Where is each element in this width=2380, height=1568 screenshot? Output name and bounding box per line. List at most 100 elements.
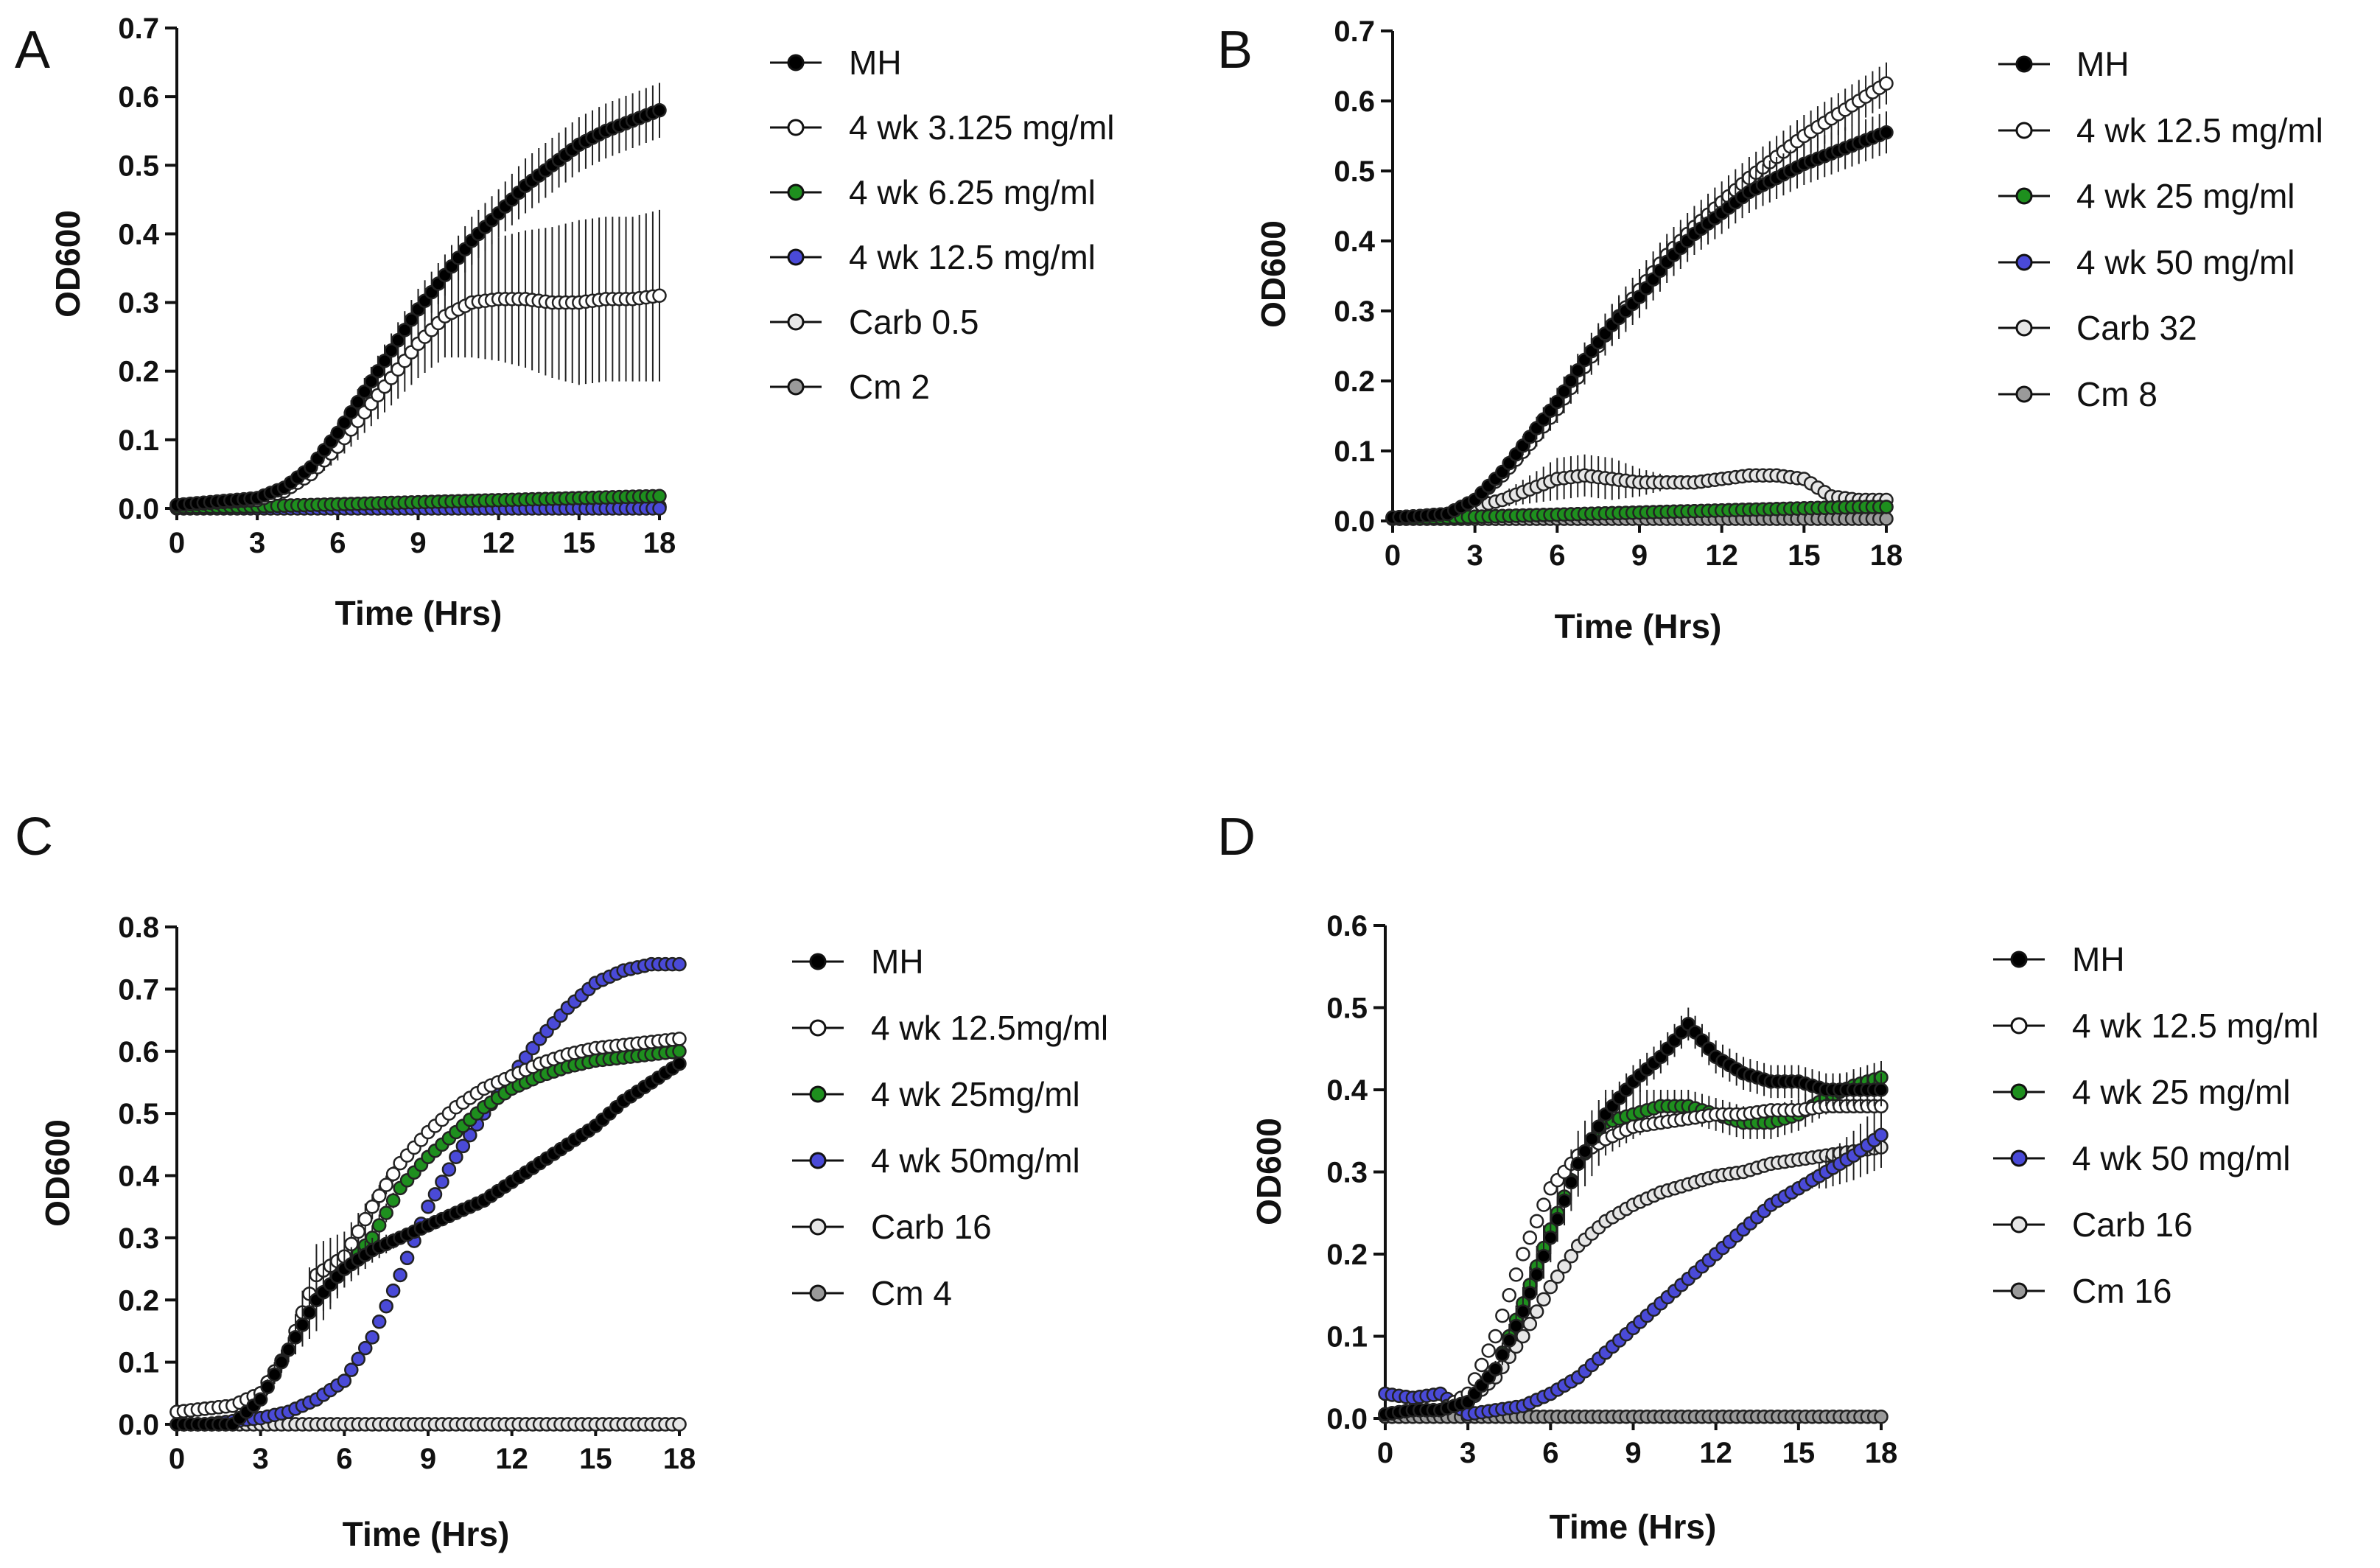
legend-marker (809, 1085, 827, 1103)
y-axis-title-a: OD600 (49, 210, 87, 318)
data-point (385, 1283, 401, 1298)
data-point (1564, 1249, 1579, 1264)
series-2 (1385, 500, 1894, 526)
data-point (1495, 1308, 1510, 1323)
plot-area (169, 83, 667, 516)
y-tick-label: 0.7 (1334, 15, 1375, 48)
plot-area (1378, 1007, 1889, 1424)
legend-item: MH (792, 942, 924, 981)
legend-label: Cm 4 (871, 1274, 952, 1312)
legend-item: Cm 16 (1993, 1272, 2171, 1310)
data-point (672, 956, 687, 972)
data-point (1874, 1410, 1889, 1424)
data-point (358, 1211, 373, 1227)
legend-label: MH (849, 43, 902, 82)
data-point (1474, 1357, 1489, 1373)
y-tick-label: 0.4 (118, 1161, 159, 1193)
data-point (371, 1218, 387, 1233)
legend-item: Cm 8 (1998, 375, 2157, 413)
legend-marker (2010, 1149, 2028, 1167)
y-tick-label: 0.3 (118, 1222, 159, 1255)
x-tick-label: 18 (1870, 539, 1903, 572)
legend-label: 4 wk 50 mg/ml (2076, 243, 2295, 281)
series-1 (1378, 1099, 1889, 1422)
y-tick-label: 0.0 (1326, 1403, 1368, 1435)
legend-marker (809, 1019, 827, 1037)
legend-label: Carb 16 (2072, 1205, 2193, 1244)
x-tick-label: 0 (1377, 1437, 1393, 1469)
data-point (1488, 1362, 1503, 1376)
legend-item: 4 wk 25 mg/ml (1998, 177, 2295, 215)
data-point (1488, 1329, 1503, 1344)
y-tick-label: 0.3 (1326, 1157, 1368, 1189)
y-tick-label: 0.5 (118, 150, 159, 182)
data-point (1874, 1127, 1889, 1143)
y-tick-label: 0.2 (1326, 1239, 1368, 1271)
legend-item: 4 wk 3.125 mg/ml (770, 108, 1114, 147)
y-tick-label: 0.4 (1334, 225, 1375, 258)
data-point (1522, 1230, 1538, 1245)
x-tick-label: 6 (336, 1443, 352, 1475)
panel-letter-c: C (15, 808, 53, 867)
legend-label: 4 wk 25mg/ml (871, 1075, 1080, 1113)
data-point (1529, 1267, 1544, 1282)
legend-item: Cm 2 (770, 368, 930, 406)
y-tick-label: 0.7 (118, 13, 159, 45)
data-point (652, 501, 667, 516)
x-tick-label: 12 (482, 527, 515, 559)
data-point (421, 1199, 435, 1214)
data-point (1578, 1144, 1592, 1159)
legend-label: 4 wk 12.5 mg/ml (2076, 111, 2323, 150)
data-point (1536, 1292, 1551, 1307)
data-point (427, 1187, 443, 1202)
data-point (1879, 76, 1894, 91)
series-0 (169, 1056, 687, 1432)
plot-area (1385, 62, 1894, 526)
data-point (435, 1175, 449, 1189)
axes: 0.0 0.1 0.2 0.3 0.4 0.5 0.6 0.7 0.8 0 3 6 9 12 15 18 (118, 911, 696, 1475)
x-tick-label: 3 (253, 1443, 269, 1475)
legend-marker (2010, 1282, 2028, 1300)
legend-label: 4 wk 12.5mg/ml (871, 1009, 1108, 1047)
y-axis-title-d: OD600 (1250, 1118, 1288, 1225)
series-3 (1378, 1102, 1889, 1422)
x-tick-label: 15 (563, 527, 596, 559)
data-point (1481, 1343, 1496, 1358)
data-point (1516, 1247, 1530, 1261)
data-point (1564, 1175, 1579, 1190)
x-tick-label: 0 (169, 527, 185, 559)
x-tick-label: 9 (410, 527, 426, 559)
data-point (1522, 1317, 1538, 1331)
data-point (260, 1379, 275, 1395)
x-axis-title-b: Time (Hrs) (1555, 607, 1722, 645)
data-point (1522, 1286, 1538, 1301)
legend-item: 4 wk 50mg/ml (792, 1141, 1080, 1180)
y-tick-label: 0.1 (118, 424, 159, 457)
data-point (1557, 1259, 1572, 1274)
data-point (455, 1138, 471, 1154)
legend-label: 4 wk 25 mg/ml (2072, 1073, 2291, 1111)
data-point (351, 1224, 366, 1239)
panel-b: B OD600 Time (Hrs) MH 4 wk 12.5 mg/ml 4 … (1217, 15, 2323, 645)
plot-area (169, 956, 687, 1432)
x-tick-label: 18 (1865, 1437, 1898, 1469)
legend-marker (2015, 385, 2033, 403)
panel-letter-d: D (1217, 808, 1256, 867)
y-tick-label: 0.1 (1334, 435, 1375, 468)
data-point (1543, 1230, 1558, 1245)
y-tick-label: 0.5 (118, 1098, 159, 1130)
data-point (1550, 1269, 1565, 1284)
data-point (295, 1317, 310, 1332)
y-tick-label: 0.6 (118, 1036, 159, 1068)
data-point (281, 1343, 296, 1357)
data-point (358, 1340, 373, 1356)
y-tick-label: 0.1 (118, 1347, 159, 1379)
data-point (525, 1040, 540, 1056)
x-tick-label: 0 (169, 1443, 185, 1475)
series-0 (1385, 111, 1894, 525)
y-tick-label: 0.6 (118, 81, 159, 113)
data-point (1508, 1267, 1524, 1282)
y-tick-label: 0.2 (118, 356, 159, 388)
data-point (1529, 1304, 1544, 1319)
x-tick-label: 3 (249, 527, 265, 559)
